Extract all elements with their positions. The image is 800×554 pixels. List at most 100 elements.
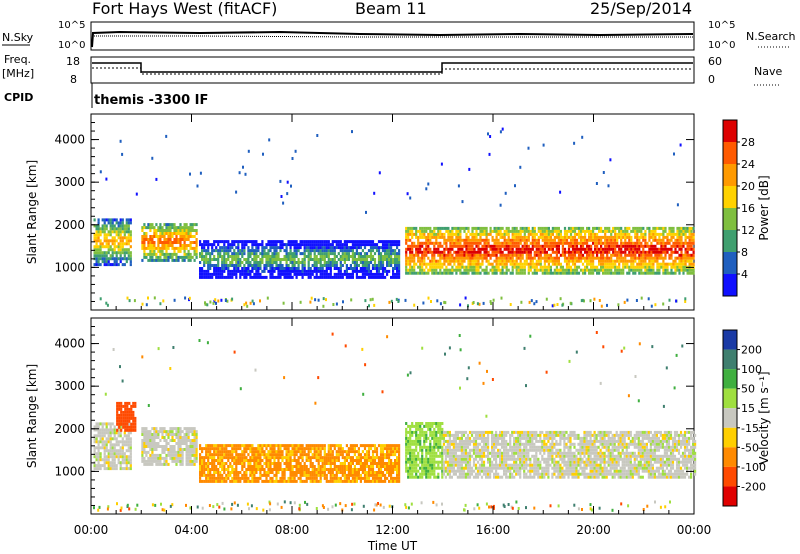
data-cell [632,244,635,248]
data-cell [271,453,274,457]
data-cell [519,229,522,233]
data-cell [181,258,184,262]
data-cell [233,258,236,261]
data-cell [451,259,454,263]
data-cell [666,265,669,269]
data-cell [413,253,416,257]
data-cell [169,235,172,238]
data-cell [489,253,492,257]
data-cell [479,226,482,230]
data-cell [211,462,214,465]
data-cell [656,238,659,242]
data-cell [614,238,617,242]
data-cell [105,263,108,267]
data-cell [299,456,302,460]
data-cell [223,462,226,465]
data-cell [151,462,154,466]
data-cell [604,241,607,245]
data-cell [173,448,176,451]
data-cell [263,462,266,465]
data-cell [507,268,510,272]
data-cell [217,473,220,477]
data-cell [519,253,522,257]
data-cell [199,453,202,457]
data-cell [117,431,120,435]
data-cell [175,235,178,238]
data-cell [592,235,595,239]
data-cell [303,479,306,483]
data-cell [455,250,458,254]
data-cell [394,258,397,261]
data-cell [648,232,651,236]
data-cell [279,447,282,451]
data-cell [307,456,310,460]
data-cell [523,226,526,230]
data-cell [315,444,318,448]
data-cell [563,253,567,257]
scatter-cell [533,302,536,306]
data-cell [377,267,381,270]
data-cell [124,419,127,423]
data-cell [491,247,494,251]
data-cell [155,229,158,232]
data-cell [392,240,395,244]
data-cell [127,236,130,240]
data-cell [455,238,458,242]
data-cell [283,267,286,270]
data-cell [109,461,112,465]
data-cell [379,252,383,256]
data-cell [153,229,156,232]
scatter-cell [492,298,495,302]
data-cell [415,232,418,236]
scatter-cell [395,297,398,301]
data-cell [588,262,591,266]
data-cell [193,433,196,436]
data-cell [367,264,371,267]
data-cell [221,258,224,261]
data-cell [163,241,166,244]
data-cell [105,431,108,435]
data-cell [279,267,282,270]
data-cell [309,272,312,276]
data-cell [299,471,302,474]
data-cell [109,437,112,441]
data-cell [271,252,274,256]
data-cell [219,267,222,270]
data-cell [235,447,238,451]
data-cell [130,413,133,417]
data-cell [285,255,288,258]
data-cell [398,255,401,258]
data-cell [277,462,280,465]
data-cell [229,473,232,477]
data-cell [179,246,182,250]
data-cell [642,250,645,254]
data-cell [351,243,354,247]
data-cell [692,271,695,275]
data-cell [269,447,272,451]
data-cell [345,269,348,273]
data-cell [207,258,210,261]
data-cell [463,256,466,260]
data-cell [315,240,318,244]
data-cell [209,272,212,276]
data-cell [101,422,104,426]
data-cell [317,269,320,273]
data-cell [141,427,144,431]
data-cell [245,240,248,244]
data-cell [307,468,310,471]
data-cell [602,253,605,257]
sparse-cell [499,130,502,134]
data-cell [191,439,194,442]
data-cell [219,465,222,468]
data-cell [183,255,186,259]
data-cell [497,268,500,272]
scatter-cell [224,299,227,302]
data-cell [231,450,234,454]
data-cell [267,471,270,474]
data-cell [505,256,508,260]
data-cell [115,254,118,258]
data-cell [303,450,306,454]
data-cell [407,226,410,230]
data-cell [405,238,408,242]
